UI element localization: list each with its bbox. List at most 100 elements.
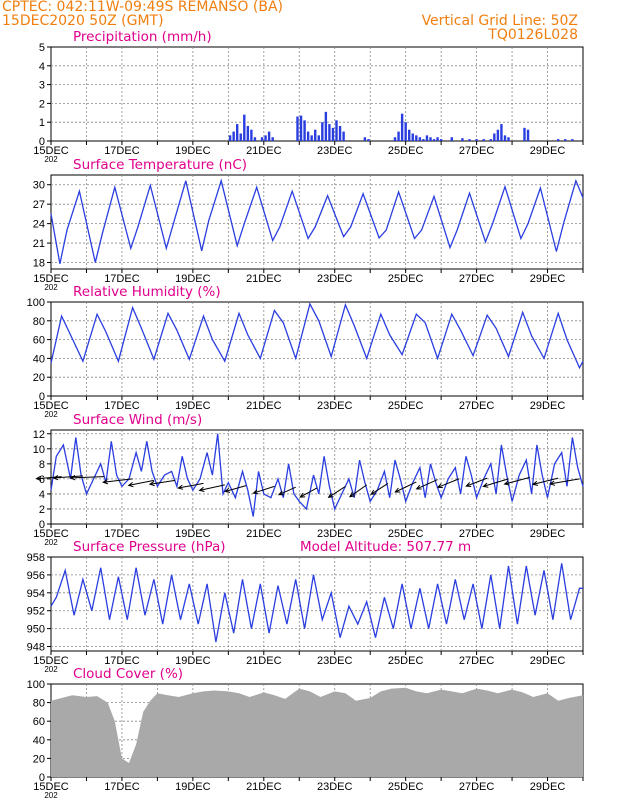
precip-bar bbox=[299, 115, 303, 141]
precip-bar bbox=[556, 139, 560, 141]
precip-bar bbox=[571, 139, 574, 141]
x-tick-label: 25DEC bbox=[388, 781, 424, 793]
precip-bar bbox=[328, 124, 331, 141]
y-tick-label: 0 bbox=[39, 519, 45, 531]
panel-subtitle-press: Model Altitude: 507.77 m bbox=[300, 539, 471, 555]
precip-bar bbox=[496, 129, 500, 141]
x-tick-label: 25DEC bbox=[388, 400, 424, 412]
y-tick-label: 956 bbox=[27, 570, 45, 582]
y-tick-label: 2 bbox=[39, 504, 45, 516]
y-tick-label: 958 bbox=[27, 552, 45, 564]
precip-bar bbox=[411, 133, 414, 141]
panel-title-temp: Surface Temperature (nC) bbox=[73, 157, 247, 173]
y-tick-label: 0 bbox=[39, 136, 45, 148]
precip-bar bbox=[306, 131, 310, 141]
precip-bar bbox=[564, 139, 567, 141]
precip-bar bbox=[324, 111, 328, 141]
header-right-line1: Vertical Grid Line: 50Z bbox=[421, 13, 578, 29]
precip-bar bbox=[338, 125, 342, 141]
wind-vector-arrow bbox=[224, 485, 247, 493]
precip-bar bbox=[432, 139, 436, 141]
y-tick-label: 0 bbox=[39, 772, 45, 784]
y-tick-label: 18 bbox=[33, 258, 45, 270]
y-tick-label: 6 bbox=[39, 474, 45, 486]
x-tick-label: 23DEC bbox=[317, 528, 353, 540]
precip-bar bbox=[253, 137, 257, 141]
x-year-label: 202 bbox=[44, 283, 58, 292]
precip-bar bbox=[461, 138, 464, 141]
y-tick-label: 24 bbox=[33, 219, 45, 231]
panel-press bbox=[47, 556, 584, 655]
x-tick-label: 27DEC bbox=[459, 400, 495, 412]
x-tick-label: 23DEC bbox=[317, 145, 353, 157]
x-tick-label: 23DEC bbox=[317, 781, 353, 793]
wind-vector-arrow bbox=[198, 484, 225, 492]
wind-vector-arrow bbox=[394, 481, 417, 493]
precip-bar bbox=[507, 137, 510, 141]
wind-vector-arrow bbox=[465, 477, 488, 487]
precip-bar bbox=[321, 122, 324, 141]
precip-bar bbox=[243, 114, 246, 141]
y-tick-label: 3 bbox=[39, 80, 45, 92]
precip-bar bbox=[317, 135, 320, 141]
x-tick-label: 25DEC bbox=[388, 273, 424, 285]
precip-bar bbox=[526, 129, 530, 141]
y-tick-label: 20 bbox=[33, 372, 45, 384]
x-tick-label: 17DEC bbox=[104, 145, 140, 157]
precip-bar bbox=[264, 135, 267, 141]
x-year-label: 202 bbox=[44, 155, 58, 164]
x-tick-label: 15DEC bbox=[33, 400, 69, 412]
y-tick-label: 952 bbox=[27, 606, 45, 618]
header-left-line1: CPTEC: 042:11W-09:49S REMANSO (BA) bbox=[2, 0, 283, 15]
y-tick-label: 60 bbox=[33, 335, 45, 347]
x-tick-label: 21DEC bbox=[246, 145, 282, 157]
x-tick-label: 19DEC bbox=[175, 273, 211, 285]
precip-bar bbox=[425, 135, 429, 141]
x-year-label: 202 bbox=[44, 665, 58, 674]
precip-bar bbox=[331, 127, 335, 141]
precip-bar bbox=[422, 139, 425, 141]
header-right-line2: TQ0126L028 bbox=[488, 27, 578, 43]
x-tick-label: 21DEC bbox=[246, 655, 282, 667]
precip-bar bbox=[489, 139, 492, 141]
x-tick-label: 27DEC bbox=[459, 781, 495, 793]
x-tick-label: 21DEC bbox=[246, 528, 282, 540]
x-tick-label: 23DEC bbox=[317, 273, 353, 285]
precip-bar bbox=[436, 137, 439, 141]
x-tick-label: 19DEC bbox=[175, 781, 211, 793]
wind-vector-arrow bbox=[415, 479, 438, 490]
press-line bbox=[50, 563, 583, 643]
x-tick-label: 15DEC bbox=[33, 145, 69, 157]
precip-bar bbox=[260, 137, 264, 141]
x-tick-label: 17DEC bbox=[104, 655, 140, 667]
panel-title-precip: Precipitation (mm/h) bbox=[73, 29, 212, 45]
precip-bar bbox=[503, 135, 507, 141]
x-year-label: 202 bbox=[44, 791, 58, 800]
y-tick-label: 954 bbox=[27, 588, 45, 600]
panel-frame-press bbox=[50, 556, 584, 652]
precip-bar bbox=[271, 137, 274, 141]
wind-vector-arrow bbox=[436, 478, 460, 489]
wind-vector-arrow bbox=[348, 484, 367, 498]
wind-vector-arrow bbox=[52, 475, 83, 481]
y-tick-label: 0 bbox=[39, 391, 45, 403]
panel-frame-precip bbox=[50, 46, 584, 142]
x-tick-label: 29DEC bbox=[530, 528, 566, 540]
precip-bar bbox=[296, 116, 299, 141]
x-tick-label: 15DEC bbox=[33, 781, 69, 793]
wind-vector-arrow bbox=[148, 479, 176, 487]
precip-bar bbox=[314, 129, 317, 141]
x-tick-label: 27DEC bbox=[459, 528, 495, 540]
y-tick-label: 80 bbox=[33, 316, 45, 328]
y-tick-label: 2 bbox=[39, 98, 45, 110]
panel-title-cloud: Cloud Cover (%) bbox=[73, 666, 183, 682]
y-tick-label: 4 bbox=[39, 489, 45, 501]
y-tick-label: 30 bbox=[33, 180, 45, 192]
wind-vector-arrow bbox=[503, 476, 530, 486]
x-tick-label: 21DEC bbox=[246, 781, 282, 793]
y-tick-label: 10 bbox=[33, 444, 45, 456]
wind-vector-arrow bbox=[531, 477, 559, 486]
x-tick-label: 23DEC bbox=[317, 400, 353, 412]
wind-vector-arrow bbox=[548, 478, 580, 486]
precip-bar bbox=[400, 113, 404, 141]
